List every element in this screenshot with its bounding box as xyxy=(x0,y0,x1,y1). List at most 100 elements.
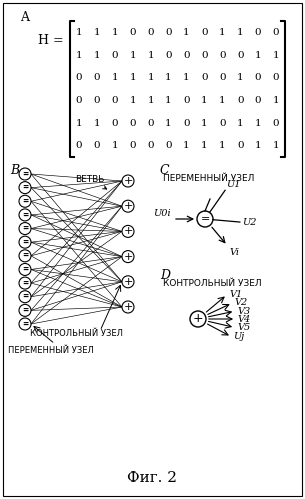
Circle shape xyxy=(19,223,31,235)
Text: 1: 1 xyxy=(94,118,100,128)
Text: B: B xyxy=(10,164,19,177)
Text: 0: 0 xyxy=(201,28,208,37)
Text: 0: 0 xyxy=(112,50,118,59)
Text: V1: V1 xyxy=(229,290,242,299)
Text: 1: 1 xyxy=(129,96,136,105)
Text: ПЕРЕМЕННЫЙ УЗЕЛ: ПЕРЕМЕННЫЙ УЗЕЛ xyxy=(8,346,94,355)
Text: 1: 1 xyxy=(273,141,279,150)
Circle shape xyxy=(19,304,31,316)
Circle shape xyxy=(19,318,31,330)
Text: 1: 1 xyxy=(237,73,243,82)
Text: =: = xyxy=(22,278,28,287)
Text: +: + xyxy=(123,302,133,312)
Text: 0: 0 xyxy=(237,141,243,150)
Text: 1: 1 xyxy=(147,50,154,59)
Text: КОНТРОЛЬНЫЙ УЗЕЛ: КОНТРОЛЬНЫЙ УЗЕЛ xyxy=(163,279,262,288)
Text: +: + xyxy=(193,312,203,325)
Text: 0: 0 xyxy=(129,118,136,128)
Text: Фиг. 2: Фиг. 2 xyxy=(127,471,177,485)
Circle shape xyxy=(122,250,134,262)
Text: =: = xyxy=(200,214,210,224)
Text: 1: 1 xyxy=(201,96,208,105)
Text: 1: 1 xyxy=(165,118,172,128)
Text: =: = xyxy=(22,251,28,260)
Text: 1: 1 xyxy=(237,28,243,37)
Text: 1: 1 xyxy=(147,96,154,105)
Text: =: = xyxy=(22,170,28,179)
Text: =: = xyxy=(22,197,28,206)
Circle shape xyxy=(122,200,134,212)
Text: 0: 0 xyxy=(255,73,261,82)
Text: 0: 0 xyxy=(255,96,261,105)
Text: +: + xyxy=(123,251,133,261)
Text: U2: U2 xyxy=(242,218,257,227)
Text: Vi: Vi xyxy=(229,248,239,257)
Text: C: C xyxy=(160,164,170,177)
Text: 0: 0 xyxy=(165,141,172,150)
Text: 0: 0 xyxy=(112,118,118,128)
Circle shape xyxy=(122,226,134,238)
Circle shape xyxy=(19,291,31,303)
Text: =: = xyxy=(22,265,28,274)
Text: V2: V2 xyxy=(235,298,248,307)
Text: U1: U1 xyxy=(226,180,241,189)
Circle shape xyxy=(122,175,134,187)
Text: 1: 1 xyxy=(273,50,279,59)
Circle shape xyxy=(19,195,31,207)
Text: 0: 0 xyxy=(147,118,154,128)
Text: 1: 1 xyxy=(76,28,82,37)
Text: 1: 1 xyxy=(255,50,261,59)
Text: 1: 1 xyxy=(112,28,118,37)
Text: 0: 0 xyxy=(219,50,226,59)
Text: 0: 0 xyxy=(201,50,208,59)
Text: +: + xyxy=(123,176,133,186)
Text: =: = xyxy=(22,183,28,192)
Circle shape xyxy=(19,263,31,275)
Text: 0: 0 xyxy=(201,73,208,82)
Circle shape xyxy=(122,276,134,288)
Text: 1: 1 xyxy=(273,96,279,105)
Text: 0: 0 xyxy=(183,50,190,59)
Text: 1: 1 xyxy=(183,73,190,82)
Text: 0: 0 xyxy=(237,96,243,105)
Text: H =: H = xyxy=(38,34,64,47)
Text: +: + xyxy=(123,227,133,237)
Circle shape xyxy=(19,236,31,248)
Text: 1: 1 xyxy=(219,96,226,105)
Text: =: = xyxy=(22,224,28,233)
Circle shape xyxy=(19,277,31,289)
Text: +: + xyxy=(123,201,133,211)
Circle shape xyxy=(190,311,206,327)
Circle shape xyxy=(197,211,213,227)
Text: 0: 0 xyxy=(273,118,279,128)
Text: 1: 1 xyxy=(165,96,172,105)
Text: 0: 0 xyxy=(129,141,136,150)
Text: V3: V3 xyxy=(237,306,250,315)
Text: ВЕТВЬ: ВЕТВЬ xyxy=(75,175,107,189)
Text: 1: 1 xyxy=(201,118,208,128)
Text: 0: 0 xyxy=(147,28,154,37)
Text: 1: 1 xyxy=(255,118,261,128)
Text: 1: 1 xyxy=(129,50,136,59)
Text: 0: 0 xyxy=(94,96,100,105)
Text: A: A xyxy=(20,11,29,24)
Text: V4: V4 xyxy=(238,314,251,323)
Text: 1: 1 xyxy=(147,73,154,82)
Text: 1: 1 xyxy=(237,118,243,128)
Text: 0: 0 xyxy=(112,96,118,105)
Text: 0: 0 xyxy=(183,118,190,128)
Text: 1: 1 xyxy=(201,141,208,150)
Text: =: = xyxy=(22,319,28,328)
Text: 1: 1 xyxy=(183,28,190,37)
Text: 1: 1 xyxy=(94,28,100,37)
Text: 0: 0 xyxy=(219,73,226,82)
Text: D: D xyxy=(160,269,170,282)
Text: 1: 1 xyxy=(183,141,190,150)
Text: =: = xyxy=(22,292,28,301)
Text: 0: 0 xyxy=(76,141,82,150)
Text: 1: 1 xyxy=(112,141,118,150)
Text: Uj: Uj xyxy=(234,332,245,341)
Text: 1: 1 xyxy=(94,50,100,59)
Text: 0: 0 xyxy=(273,28,279,37)
Text: 0: 0 xyxy=(94,141,100,150)
